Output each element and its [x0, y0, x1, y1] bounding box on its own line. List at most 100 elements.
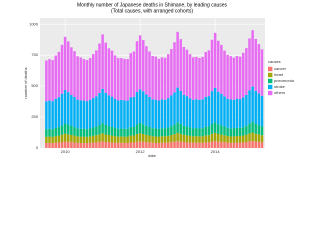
bar-segment [226, 142, 229, 148]
bar-segment [70, 47, 73, 96]
bar-segment [257, 141, 261, 148]
bar-segment [60, 44, 64, 94]
bar-segment [82, 100, 86, 129]
bar-segment [63, 90, 67, 124]
bar-segment [132, 142, 136, 148]
legend-label: heart [274, 72, 284, 77]
bar-segment [60, 142, 64, 148]
bar-segment [138, 89, 142, 123]
bar-segment [229, 128, 233, 137]
bar-segment [170, 142, 173, 148]
bar-segment [154, 56, 158, 100]
bar-segment [248, 141, 251, 148]
bar-segment [229, 136, 233, 143]
bar-segment [185, 135, 189, 143]
bar-segment [132, 126, 136, 136]
bar-segment [117, 142, 120, 148]
bar-segment [216, 134, 220, 142]
bar-segment [113, 136, 117, 143]
bar-segment [145, 134, 148, 143]
bar-segment [66, 134, 70, 142]
bar-segment [176, 31, 179, 88]
bar-segment [170, 95, 173, 127]
bar-segment [123, 128, 126, 137]
bar-segment [176, 87, 179, 123]
bar-segment [82, 128, 86, 137]
bar-segment [82, 142, 86, 148]
bar-segment [192, 142, 195, 148]
bar-segment [251, 86, 254, 122]
bar-segment [132, 135, 136, 143]
bar-segment [195, 128, 198, 137]
bar-segment [170, 126, 173, 135]
bar-segment [210, 133, 214, 142]
bar-segment [163, 99, 167, 129]
bar-segment [207, 142, 211, 148]
bar-segment [154, 99, 158, 129]
bar-segment [254, 141, 257, 148]
bar-segment [51, 60, 54, 102]
bar-segment [213, 132, 217, 142]
bar-segment [210, 91, 214, 124]
bar-segment [92, 135, 95, 143]
bar-segment [170, 49, 173, 96]
bar-segment [151, 128, 154, 137]
bar-segment [141, 124, 145, 135]
bar-segment [113, 98, 117, 128]
bar-segment [176, 132, 179, 142]
bar-segment [220, 93, 223, 126]
bar-segment [110, 96, 114, 127]
y-tick-label: 0 [36, 145, 39, 150]
bar-segment [188, 98, 192, 128]
bar-segment [242, 97, 245, 128]
bar-segment [107, 126, 111, 135]
bar-segment [157, 58, 161, 101]
bar-segment [141, 40, 145, 92]
bar-segment [123, 136, 126, 143]
bar-segment [88, 142, 92, 148]
bar-segment [101, 133, 104, 142]
bar-segment [260, 135, 264, 143]
bar-segment [213, 87, 217, 123]
bar-segment [198, 136, 201, 143]
bar-segment [220, 125, 223, 135]
bar-segment [51, 129, 54, 137]
bar-segment [242, 142, 245, 148]
bar-segment [182, 46, 186, 95]
bar-segment [126, 59, 129, 101]
bar-segment [126, 100, 129, 129]
bar-segment [192, 136, 195, 143]
bar-segment [179, 39, 182, 91]
bar-segment [235, 98, 239, 128]
bar-segment [98, 124, 101, 135]
bar-segment [117, 100, 120, 129]
bar-segment [95, 50, 98, 97]
bar-segment [226, 54, 229, 99]
bar-segment [85, 101, 89, 130]
bar-segment [48, 142, 51, 148]
bar-segment [132, 96, 136, 127]
bar-segment [126, 142, 129, 148]
bar-segment [148, 96, 151, 127]
bar-segment [238, 142, 242, 148]
bar-segment [120, 99, 123, 129]
bar-segment [70, 135, 73, 143]
bar-segment [201, 99, 204, 129]
bar-segment [123, 100, 126, 129]
bar-segment [60, 93, 64, 126]
bar-segment [260, 126, 264, 136]
bar-segment [201, 128, 204, 137]
bar-segment [260, 49, 264, 96]
bar-segment [223, 50, 226, 97]
bar-segment [92, 127, 95, 136]
bar-segment [98, 141, 101, 148]
bar-segment [76, 128, 79, 137]
legend-swatch [268, 84, 273, 90]
bar-segment [242, 127, 245, 136]
y-tick-label: 1000 [29, 21, 39, 26]
bar-segment [179, 90, 182, 124]
bar-segment [179, 141, 182, 148]
bar-segment [210, 123, 214, 134]
bar-segment [192, 57, 195, 100]
bar-segment [113, 55, 117, 99]
